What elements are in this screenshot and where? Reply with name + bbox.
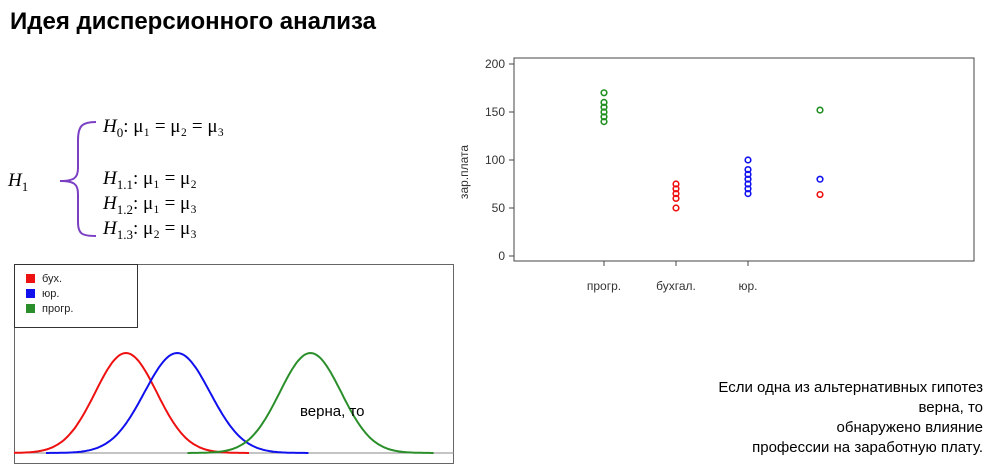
h0-hypothesis: H0: μ₁ = μ₂ = μ₃ <box>103 116 225 140</box>
data-point <box>672 180 680 188</box>
conclusion-note: Если одна из альтернативных гипотез верн… <box>623 378 983 458</box>
hypotheses-brace <box>59 121 97 237</box>
x-category-label: прогр. <box>587 279 621 293</box>
y-tick-label: 100 <box>485 153 505 167</box>
data-point <box>600 117 608 126</box>
y-tick-label: 0 <box>498 249 505 263</box>
h1-label: H1 <box>8 170 29 194</box>
plot-frame <box>513 57 975 262</box>
data-point <box>600 89 608 97</box>
h11-hypothesis: H1.1: μ₁ = μ₂ <box>103 168 197 192</box>
note-line-2: верна, то <box>918 399 984 416</box>
legend-label: бух. <box>42 273 62 285</box>
h13-hypothesis: H1.3: μ₂ = μ₃ <box>103 218 197 242</box>
note-line-3: обнаружено влияние <box>836 419 983 436</box>
legend-label: прогр. <box>42 303 73 315</box>
slide-title: Идея дисперсионного анализа <box>10 8 376 35</box>
y-tick-label: 200 <box>485 57 505 71</box>
density-frame <box>14 264 454 464</box>
x-category-label: юр. <box>738 279 757 293</box>
legend-swatch <box>26 289 35 298</box>
density-curve <box>14 351 249 454</box>
x-category-label: бухгал. <box>656 279 696 293</box>
density-curve <box>187 351 434 454</box>
legend-swatch <box>26 304 35 313</box>
y-axis-label: зар.плата <box>457 145 471 199</box>
y-tick-label: 150 <box>485 105 505 119</box>
density-curves-chart: бух. юр. прогр. <box>14 264 454 464</box>
legend-label: юр. <box>42 288 59 300</box>
data-point <box>672 194 680 202</box>
density-curve <box>46 351 309 454</box>
data-point <box>600 108 608 116</box>
overlay-text: верна, то <box>300 403 365 420</box>
data-point <box>744 170 752 178</box>
data-point <box>672 204 680 212</box>
data-point <box>600 98 608 107</box>
data-point <box>816 106 824 114</box>
legend-swatch <box>26 274 35 283</box>
legend: бух. юр. прогр. <box>14 264 138 328</box>
note-line-4: профессии на заработную плату. <box>752 439 983 456</box>
data-point <box>744 165 752 174</box>
data-point <box>744 156 752 164</box>
y-tick-label: 50 <box>492 201 506 215</box>
data-point <box>816 175 824 183</box>
salary-scatter-chart: зар.плата 0 50 100 150 200 прогр. бухгал. юр. <box>457 57 975 293</box>
h12-hypothesis: H1.2: μ₁ = μ₃ <box>103 193 197 217</box>
note-line-1: Если одна из альтернативных гипотез <box>718 379 983 396</box>
data-point <box>816 190 824 199</box>
